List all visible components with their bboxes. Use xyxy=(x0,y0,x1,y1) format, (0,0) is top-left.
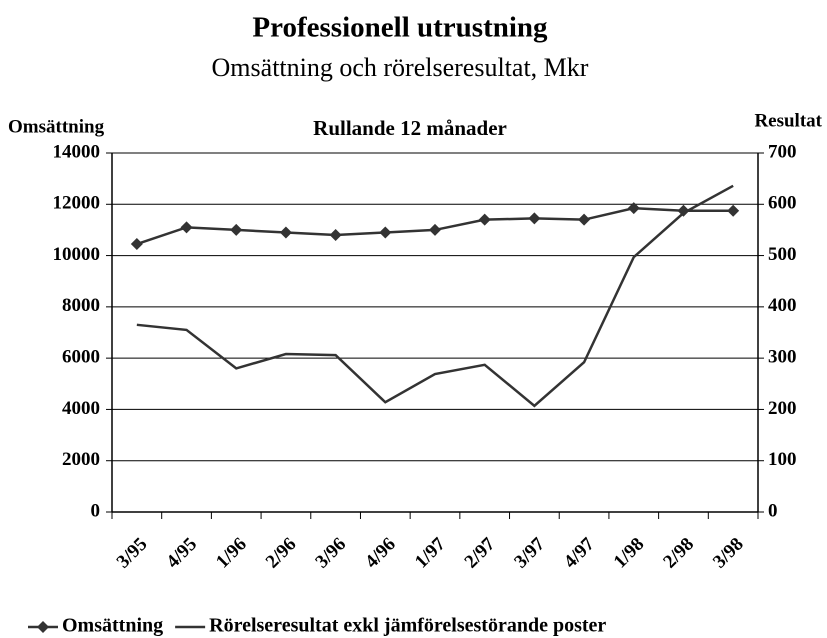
x-tick-label: 3/97 xyxy=(510,533,549,572)
y-tick-label: 2000 xyxy=(62,449,100,470)
y2-tick-label: 100 xyxy=(768,449,797,470)
marker xyxy=(329,229,342,242)
marker xyxy=(578,213,591,226)
y2-axis-label: Resultat xyxy=(754,110,822,131)
chart-title: Professionell utrustning xyxy=(252,12,548,44)
y-tick-label: 0 xyxy=(91,500,101,521)
marker xyxy=(429,223,441,236)
marker xyxy=(379,226,392,239)
marker xyxy=(727,204,740,217)
x-tick-label: 3/96 xyxy=(311,534,350,573)
y-tick-label: 10000 xyxy=(53,244,101,265)
y-tick-label: 6000 xyxy=(62,347,100,368)
y-axis-label: Omsättning xyxy=(8,116,105,137)
y2-tick-label: 700 xyxy=(768,141,797,162)
x-tick-label: 2/98 xyxy=(659,534,698,573)
marker xyxy=(677,204,690,217)
x-tick-label: 2/97 xyxy=(461,533,500,572)
series-line xyxy=(136,184,734,408)
x-tick-label: 3/98 xyxy=(709,534,748,573)
chart-subtitle: Omsättning och rörelseresultat, Mkr xyxy=(212,53,589,82)
annotation: Rullande 12 månader xyxy=(313,116,507,140)
legend-marker xyxy=(37,621,49,633)
marker xyxy=(528,212,541,225)
y2-tick-label: 600 xyxy=(768,193,797,214)
x-tick-label: 2/96 xyxy=(262,534,301,573)
x-tick-label: 4/96 xyxy=(361,534,400,573)
y2-tick-label: 0 xyxy=(768,500,778,521)
y-tick-label: 14000 xyxy=(53,141,101,162)
y2-tick-label: 200 xyxy=(768,398,797,419)
x-tick-label: 1/97 xyxy=(411,533,450,572)
x-tick-label: 4/97 xyxy=(560,533,599,572)
x-tick-label: 4/95 xyxy=(162,534,201,573)
x-tick-label: 1/96 xyxy=(212,534,251,573)
marker xyxy=(279,226,292,239)
y2-tick-label: 400 xyxy=(768,295,797,316)
marker xyxy=(478,213,491,226)
legend-label: Rörelseresultat exkl jämförelsestörande … xyxy=(209,615,606,637)
x-tick-label: 1/98 xyxy=(610,534,649,573)
y2-tick-label: 500 xyxy=(768,244,797,265)
marker xyxy=(130,238,143,251)
y-tick-label: 8000 xyxy=(62,295,100,316)
marker xyxy=(230,223,243,236)
marker xyxy=(180,221,193,234)
legend-label: Omsättning xyxy=(62,615,163,637)
y2-tick-label: 300 xyxy=(768,347,797,368)
x-tick-label: 3/95 xyxy=(113,534,152,573)
y-tick-label: 12000 xyxy=(53,193,101,214)
marker xyxy=(627,202,640,215)
y-tick-label: 4000 xyxy=(62,398,100,419)
